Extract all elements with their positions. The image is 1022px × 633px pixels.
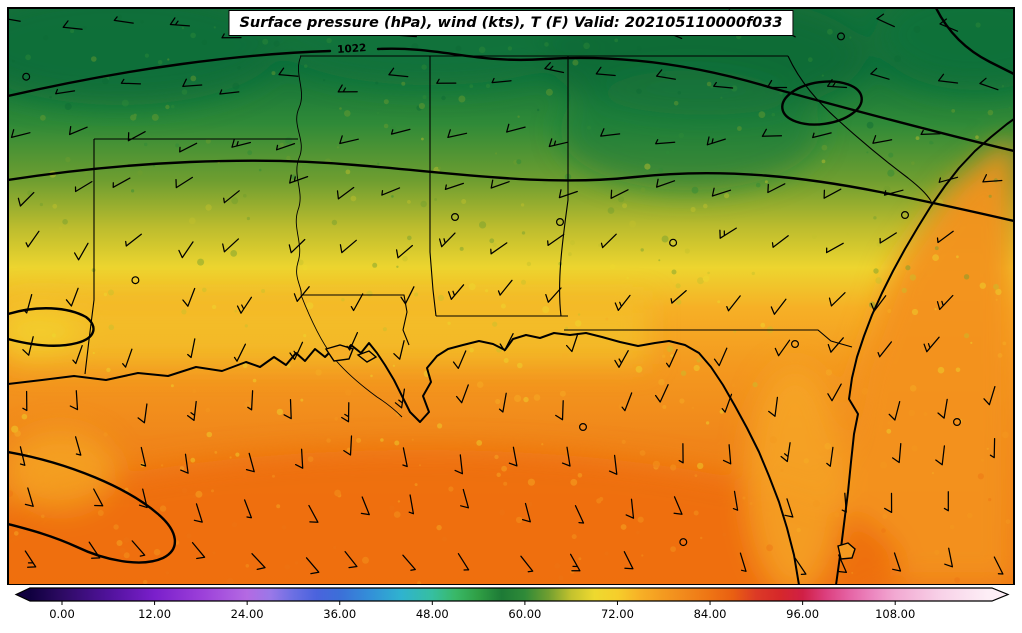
rivers xyxy=(295,55,403,418)
colorbar: 0.00 12.00 24.00 36.00 48.00 60.00 72.00 84.00 9… xyxy=(14,587,1010,621)
map-frame xyxy=(7,7,1015,585)
colorbar-tick-label: 12.00 xyxy=(138,607,171,621)
coastline xyxy=(8,118,1014,585)
colorbar-tick-label: 108.00 xyxy=(875,607,915,621)
pressure-contours xyxy=(8,8,1014,564)
contour-label-1022: 1022 xyxy=(337,42,367,56)
wind-barbs xyxy=(8,9,1004,576)
colorbar-tick-label: 72.00 xyxy=(601,607,634,621)
colorbar-right-extend xyxy=(992,588,1008,601)
colorbar-left-extend xyxy=(16,588,30,601)
plot-title: Surface pressure (hPa), wind (kts), T (F… xyxy=(228,10,794,37)
colorbar-tick-label: 24.00 xyxy=(231,607,264,621)
colorbar-gradient xyxy=(30,588,992,601)
colorbar-tick-label: 0.00 xyxy=(49,607,75,621)
surface-map-plot: 1022 xyxy=(7,7,1015,585)
colorbar-tick-label: 60.00 xyxy=(508,607,541,621)
map-layers: 1022 xyxy=(8,8,1014,585)
colorbar-tick-label: 96.00 xyxy=(786,607,819,621)
lakes xyxy=(324,344,856,560)
colorbar-outline xyxy=(14,587,1010,602)
colorbar-tick-label: 48.00 xyxy=(416,607,449,621)
colorbar-tick-label: 36.00 xyxy=(323,607,356,621)
colorbar-tick-label: 84.00 xyxy=(694,607,727,621)
